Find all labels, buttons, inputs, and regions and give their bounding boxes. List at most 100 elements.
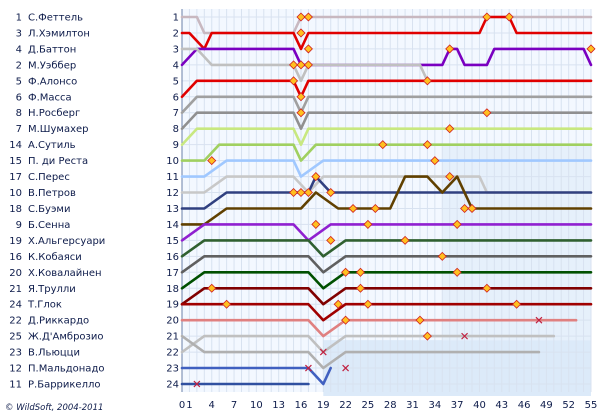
pit-stop-marker <box>467 203 477 214</box>
grid-number-label: 14 <box>9 140 22 151</box>
driver-label: П. ди Реста <box>28 156 88 167</box>
y-tick-label: 14 <box>166 220 179 231</box>
y-tick-label: 24 <box>166 380 179 391</box>
grid-number-label: 5 <box>16 76 22 87</box>
pit-stop-marker <box>452 219 462 229</box>
x-tick-label: 10 <box>250 400 263 411</box>
series-line-21 <box>180 334 556 354</box>
x-tick-label: 1 <box>186 400 192 411</box>
series-line-16 <box>180 255 593 274</box>
driver-label: Ж.Д'Амброзио <box>28 332 103 343</box>
series-line-9 <box>180 143 593 162</box>
pit-stop-marker <box>355 267 365 277</box>
pit-stop-marker <box>504 12 514 22</box>
pit-stop-marker <box>303 12 313 22</box>
y-tick-label: 17 <box>166 268 179 279</box>
copyright-text: © WildSoft, 2004-2011 <box>5 403 103 413</box>
y-tick-label: 10 <box>166 156 179 167</box>
pit-stop-marker <box>303 60 313 70</box>
x-tick-label: 49 <box>540 400 553 411</box>
driver-label: С.Феттель <box>28 13 83 24</box>
x-tick-layer: 0 1 4 7 10 13 16 19 22 25 28 31 34 37 40 43 46 49 52 55 <box>179 400 598 411</box>
x-tick-label: 52 <box>562 400 575 411</box>
x-tick-label: 0 <box>179 400 185 411</box>
pit-stop-marker <box>222 299 232 309</box>
pit-stop-marker <box>207 156 217 166</box>
y-tick-label: 13 <box>166 204 179 215</box>
grid-number-label: 20 <box>9 268 22 279</box>
series-line-5 <box>180 79 593 99</box>
pit-stop-marker <box>452 267 462 277</box>
x-tick-label: 28 <box>384 400 397 411</box>
x-tick-label: 34 <box>428 400 441 411</box>
pit-stop-marker <box>363 299 373 309</box>
driver-label: С.Перес <box>28 172 70 183</box>
grid-number-label: 24 <box>9 300 22 311</box>
pit-stop-marker <box>333 299 343 309</box>
grid-number-label: 6 <box>16 92 22 103</box>
series-line-6 <box>180 95 593 114</box>
x-tick-label: 55 <box>585 400 598 411</box>
pit-stop-marker <box>445 44 455 54</box>
driver-label: Ф.Масса <box>28 92 72 103</box>
series-line-14 <box>180 223 593 242</box>
driver-label: Д.Баттон <box>28 44 76 55</box>
pit-stop-marker <box>460 203 470 214</box>
pit-stop-marker <box>348 203 358 214</box>
y-tick-label: 1 <box>173 13 179 24</box>
y-tick-label: 9 <box>173 140 179 151</box>
y-tick-label: 8 <box>173 124 179 135</box>
pit-stop-marker <box>363 219 373 229</box>
pit-stop-marker <box>296 92 306 102</box>
x-tick-label: 16 <box>295 400 308 411</box>
driver-label: В.Петров <box>28 188 76 199</box>
pit-stop-marker <box>207 283 217 293</box>
pit-stop-marker <box>355 283 365 293</box>
grid-number-label: 2 <box>16 60 22 71</box>
grid-number-label: 18 <box>9 204 22 215</box>
series-line-22 <box>180 334 541 370</box>
driver-label: Я.Трулли <box>28 284 76 295</box>
y-tick-label: 16 <box>166 252 179 263</box>
y-tick-label: 20 <box>166 316 179 327</box>
driver-label: Х.Ковалайнен <box>28 268 102 279</box>
series-line-7 <box>180 111 593 130</box>
pit-stop-marker <box>296 60 306 70</box>
y-tick-label: 19 <box>166 300 179 311</box>
driver-label: Д.Риккардо <box>28 316 89 327</box>
retirement-marker <box>535 316 543 324</box>
y-tick-label: 5 <box>173 76 179 87</box>
x-tick-label: 43 <box>495 400 508 411</box>
driver-label: Б.Сенна <box>28 220 70 231</box>
pit-stop-marker <box>289 60 299 70</box>
x-tick-label: 46 <box>518 400 531 411</box>
pit-stop-marker <box>445 172 455 182</box>
pit-stop-marker <box>303 44 313 54</box>
x-tick-label: 19 <box>317 400 330 411</box>
driver-label: Н.Росберг <box>28 108 80 119</box>
series-line-13 <box>180 175 593 226</box>
grid-number-label: 25 <box>9 332 22 343</box>
driver-label: М.Шумахер <box>28 124 89 135</box>
retirement-marker <box>319 348 327 356</box>
grid-number-label: 4 <box>16 44 22 55</box>
pit-stop-marker <box>341 315 351 325</box>
pit-stop-marker <box>296 28 306 38</box>
x-tick-label: 40 <box>473 400 486 411</box>
grid-number-label: 21 <box>9 284 22 295</box>
driver-label: Т.Глок <box>27 300 62 311</box>
pit-stop-marker <box>482 283 492 293</box>
grid-number-label: 16 <box>9 252 22 263</box>
grid-number-label: 8 <box>16 108 22 119</box>
grid-number-label: 15 <box>9 156 22 167</box>
driver-label: Р.Баррикелло <box>28 380 101 391</box>
background-layer <box>182 9 591 396</box>
pit-stop-marker <box>370 203 380 214</box>
pit-stop-marker <box>482 108 492 118</box>
pit-stop-marker <box>311 219 321 229</box>
x-tick-label: 37 <box>451 400 464 411</box>
pit-stop-marker <box>422 331 432 341</box>
y-tick-label: 2 <box>173 28 179 39</box>
